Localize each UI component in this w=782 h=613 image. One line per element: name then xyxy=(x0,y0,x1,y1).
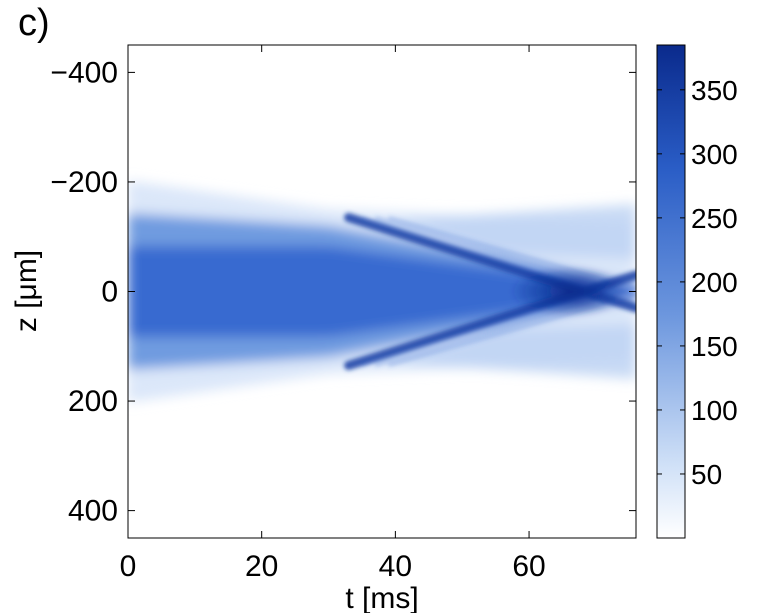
x-tick-label: 20 xyxy=(245,550,278,583)
colorbar-tick-label: 50 xyxy=(691,459,722,490)
y-axis-label: z [μm] xyxy=(10,250,43,332)
panel-label: c) xyxy=(18,2,50,44)
heatmap-branches xyxy=(344,213,636,370)
colorbar-tick-label: 250 xyxy=(691,203,738,234)
cloud-core xyxy=(128,246,636,337)
x-axis-label: t [ms] xyxy=(345,582,418,613)
y-tick-label: 400 xyxy=(68,495,118,528)
colorbar-tick-label: 100 xyxy=(691,395,738,426)
x-tick-label: 60 xyxy=(512,550,545,583)
y-axis-ticks: −400 −200 0 200 400 xyxy=(50,56,636,528)
x-tick-label: 0 xyxy=(120,550,137,583)
heatmap-plot xyxy=(128,45,636,538)
colorbar xyxy=(656,44,686,539)
y-tick-label: −400 xyxy=(50,56,118,89)
y-tick-label: 0 xyxy=(101,276,118,309)
colorbar-tick-label: 150 xyxy=(691,331,738,362)
colorbar-tick-label: 200 xyxy=(691,267,738,298)
colorbar-tick-label: 350 xyxy=(691,75,738,106)
y-tick-label: 200 xyxy=(68,385,118,418)
crossing-hotspot xyxy=(509,265,630,318)
heatmap-intensity xyxy=(128,180,636,403)
y-tick-label: −200 xyxy=(50,166,118,199)
colorbar-ticks: 50 100 150 200 250 300 350 xyxy=(657,75,738,490)
x-tick-label: 40 xyxy=(379,550,412,583)
x-axis-ticks: 0 20 40 60 xyxy=(120,45,546,583)
colorbar-tick-label: 300 xyxy=(691,139,738,170)
lower-fan xyxy=(395,324,636,380)
upper-fan xyxy=(395,203,636,259)
